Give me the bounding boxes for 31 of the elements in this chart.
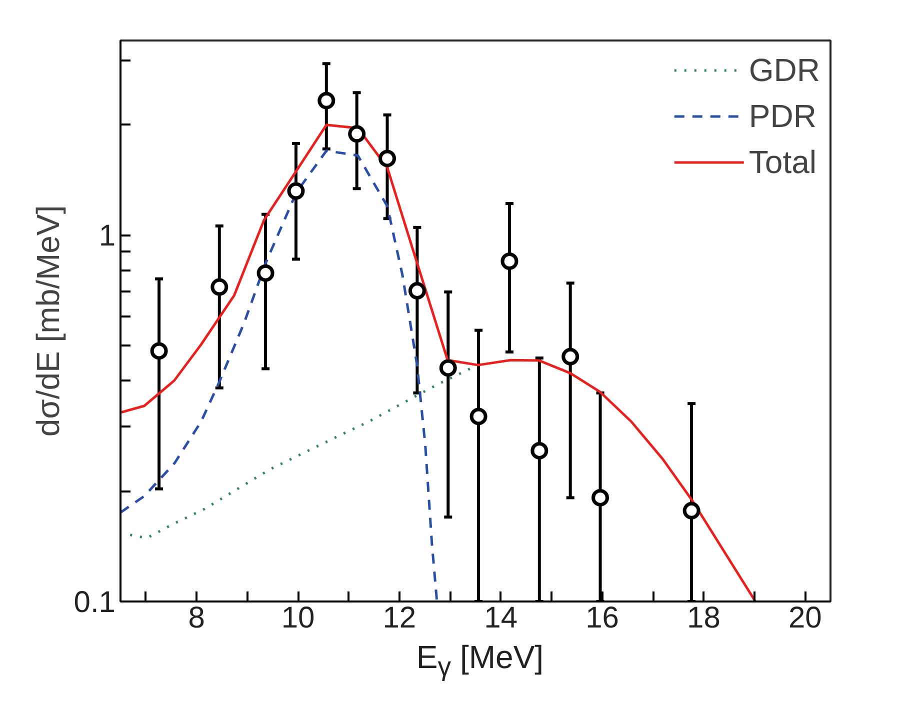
point — [408, 282, 426, 300]
x-tick-label: 10 — [281, 602, 315, 634]
point — [530, 442, 548, 460]
point — [439, 359, 457, 377]
legend-label: Total — [748, 142, 816, 182]
line-series — [128, 366, 473, 540]
point — [287, 182, 305, 200]
y-axis-title: dσ/dE [mb/MeV] — [30, 205, 66, 437]
x-tick-label: 18 — [687, 602, 720, 634]
x-tick-label: 14 — [484, 602, 518, 634]
legend-label: PDR — [748, 96, 816, 136]
point — [562, 348, 580, 366]
x-tick-label: 20 — [788, 602, 822, 634]
point — [210, 278, 228, 296]
x-axis-title: E$_{γ}$ [MeV] — [416, 638, 544, 684]
x-tick-label: 16 — [586, 602, 619, 634]
point — [682, 502, 700, 520]
point — [348, 125, 366, 143]
point — [470, 408, 488, 426]
point — [500, 252, 518, 270]
point — [378, 150, 396, 168]
point — [592, 488, 610, 506]
y-tick-label: 0.1 — [74, 586, 116, 619]
point — [256, 264, 274, 282]
legend-label: GDR — [748, 50, 820, 90]
point — [318, 92, 336, 110]
x-tick-label: 8 — [188, 602, 205, 634]
x-tick-label: 12 — [382, 602, 416, 634]
point — [150, 342, 168, 360]
line-series — [120, 150, 438, 602]
y-tick-label: 1 — [98, 220, 116, 253]
